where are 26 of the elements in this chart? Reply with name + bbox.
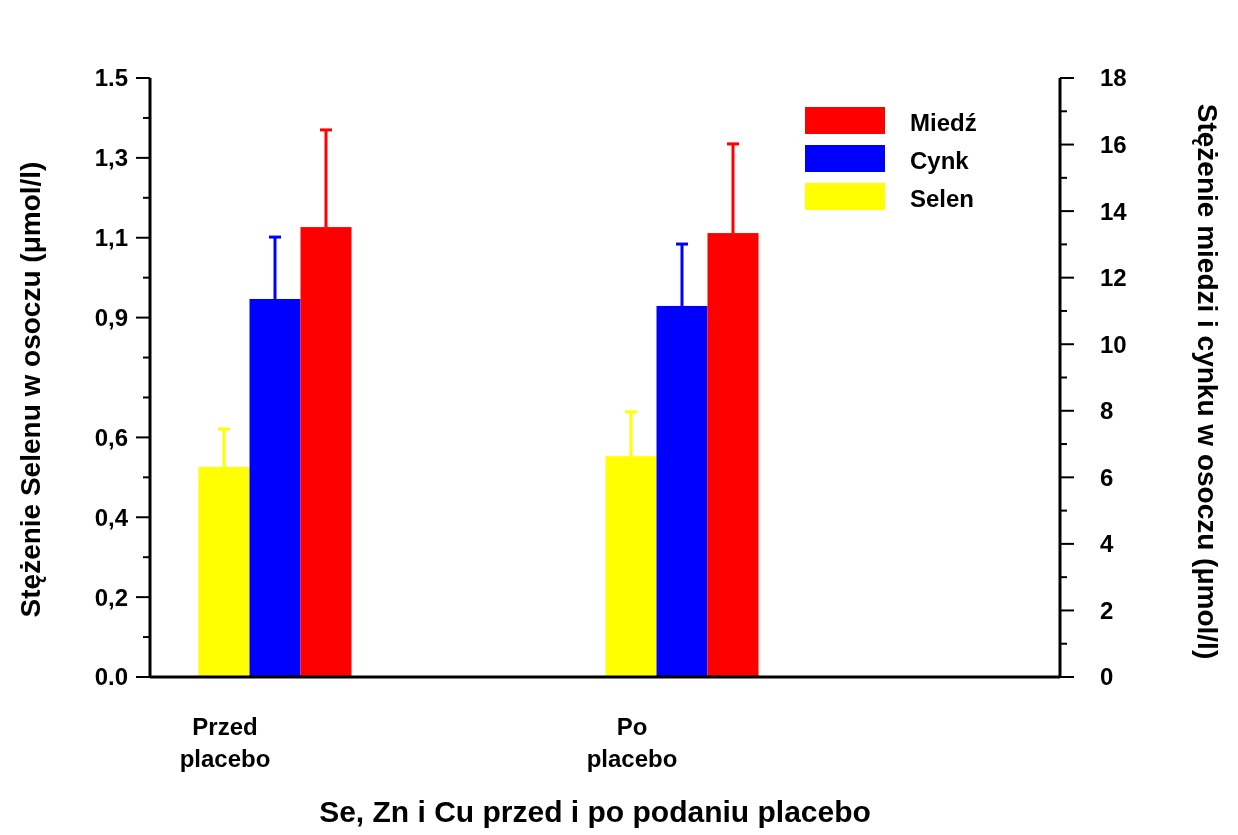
y2-tick-label: 16	[1100, 130, 1127, 158]
legend-label: Miedź	[910, 109, 977, 136]
y-tick-label: 0,6	[94, 423, 128, 451]
y2-tick-label: 6	[1100, 463, 1114, 491]
x-tick-label: Po placebo	[586, 713, 678, 772]
y2-tick-label: 14	[1100, 197, 1128, 225]
y-tick-label: 1,3	[94, 144, 128, 172]
y-tick-label: 0,9	[94, 304, 128, 331]
x-tick-label: Przed placebo	[179, 713, 271, 772]
legend-label: Cynk	[910, 147, 970, 174]
y2-tick-label: 12	[1100, 264, 1127, 292]
y2-tick-label: 2	[1100, 596, 1114, 624]
y-axis-title: Stężenie Selenu w osoczu (μmol/l)	[15, 161, 46, 618]
legend-label: Selen	[910, 185, 975, 212]
y-tick-label: 0,4	[94, 503, 129, 531]
x-axis-title: Se, Zn i Cu przed i po podaniu placebo	[319, 795, 871, 828]
y-tick-label: 0.0	[94, 663, 128, 691]
y-tick-label: 1,1	[94, 224, 128, 252]
y2-axis-title: Stężenie miedzi i cynku w osoczu (μmol/l)	[1192, 103, 1223, 660]
y2-tick-label: 18	[1100, 64, 1127, 92]
y2-tick-label: 10	[1100, 330, 1127, 358]
y2-tick-label: 8	[1100, 397, 1114, 425]
y2-tick-label: 0	[1100, 663, 1114, 691]
y-tick-label: 1.5	[94, 64, 128, 92]
y2-tick-label: 4	[1100, 530, 1114, 558]
y-tick-label: 0,2	[94, 583, 128, 611]
